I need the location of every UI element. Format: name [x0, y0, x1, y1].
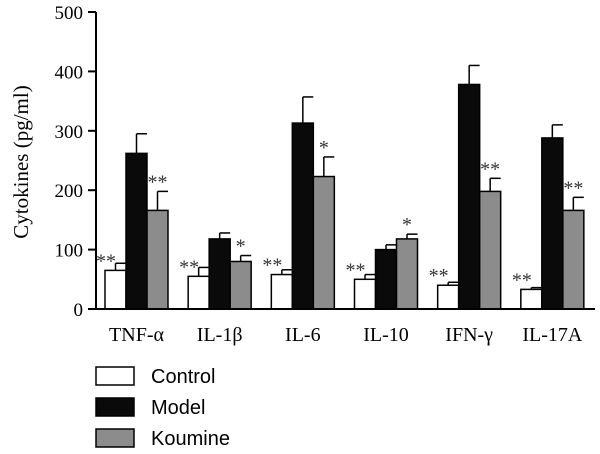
y-tick-label: 400	[55, 62, 84, 83]
x-tick-label: IL-17A	[522, 324, 583, 346]
bar-model	[541, 137, 564, 310]
x-tick-label: IFN-γ	[445, 324, 493, 346]
x-tick-label: IL-1β	[197, 324, 243, 346]
bar-control	[104, 269, 127, 310]
y-tick-label: 200	[55, 181, 84, 202]
legend-label: Control	[151, 366, 215, 388]
bar-control	[270, 273, 294, 310]
legend: Control Model Koumine	[95, 366, 230, 450]
y-tick-label: 0	[74, 300, 84, 321]
bar-model	[125, 152, 148, 310]
bars-group: *********************	[96, 64, 585, 310]
bar-model	[291, 122, 315, 310]
bar-koumine	[146, 209, 169, 310]
significance-marker: **	[480, 158, 500, 180]
significance-marker: **	[262, 255, 282, 277]
significance-marker: **	[148, 171, 168, 193]
y-tick-label: 100	[55, 241, 84, 262]
bar-control	[520, 288, 543, 310]
bar-group: ** **	[429, 64, 502, 310]
significance-marker: **	[96, 250, 116, 272]
x-tick-label: TNF-α	[109, 324, 164, 346]
significance-marker: **	[512, 269, 532, 291]
bar-model	[374, 248, 398, 310]
bar-koumine	[395, 238, 419, 310]
legend-swatch-koumine	[95, 428, 135, 448]
bar-koumine	[312, 175, 336, 310]
bar-group: ** **	[96, 133, 169, 310]
legend-label: Koumine	[151, 428, 230, 450]
significance-marker: *	[402, 214, 412, 236]
significance-marker: *	[319, 137, 329, 159]
bar-group: ** **	[512, 124, 585, 310]
bar-group: ***	[346, 214, 419, 310]
legend-label: Model	[151, 397, 205, 419]
y-axis-label: Cytokines (pg/ml)	[9, 85, 33, 238]
bar-model	[208, 238, 231, 310]
significance-marker: **	[563, 177, 583, 199]
bar-koumine	[562, 209, 585, 310]
significance-marker: **	[179, 256, 199, 278]
x-axis: TNF-α IL-1β IL-6 IL-10 IFN-γ IL-17A	[96, 308, 595, 346]
bar-group: ***	[262, 96, 336, 310]
y-tick-label: 300	[55, 122, 84, 143]
bar-control	[353, 278, 377, 310]
bar-group: ***	[179, 232, 252, 310]
y-axis: 0 100 200 300 400 500	[55, 3, 97, 321]
legend-swatch-control	[95, 366, 135, 386]
bar-model	[457, 83, 481, 310]
bar-koumine	[478, 190, 502, 310]
y-tick-label: 500	[55, 3, 84, 24]
bar-koumine	[229, 260, 252, 310]
x-tick-label: IL-10	[363, 324, 409, 346]
x-tick-label: IL-6	[285, 324, 321, 346]
significance-marker: **	[429, 265, 449, 287]
legend-swatch-model	[95, 397, 135, 417]
significance-marker: **	[346, 259, 366, 281]
significance-marker: *	[236, 236, 246, 258]
bar-control	[436, 284, 460, 310]
bar-control	[187, 275, 210, 310]
